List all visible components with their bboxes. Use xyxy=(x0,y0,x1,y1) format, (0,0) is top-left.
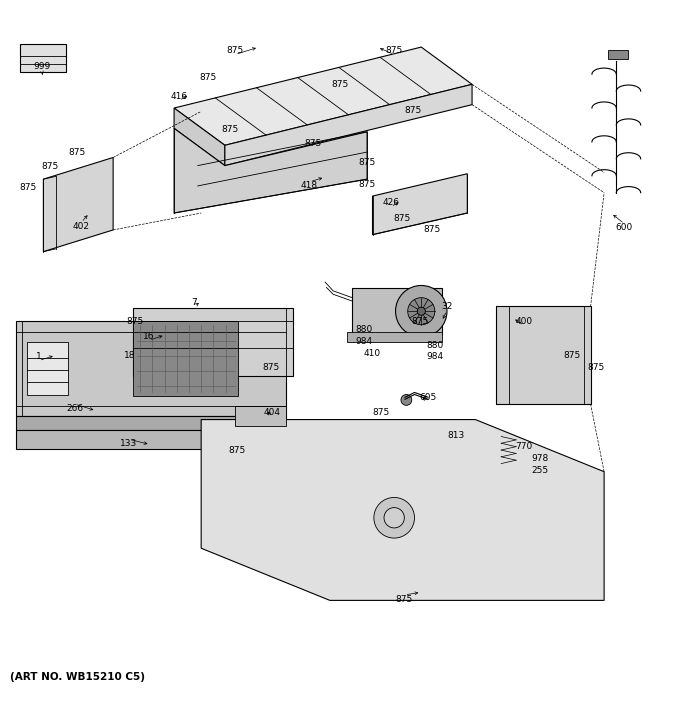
Text: 875: 875 xyxy=(20,182,37,192)
Text: 404: 404 xyxy=(264,408,281,417)
Text: 813: 813 xyxy=(448,431,465,439)
Text: 880: 880 xyxy=(426,340,443,350)
Polygon shape xyxy=(373,174,467,235)
Text: 7: 7 xyxy=(192,298,197,307)
Polygon shape xyxy=(496,306,590,404)
Circle shape xyxy=(396,285,447,337)
Polygon shape xyxy=(347,332,441,342)
Text: 402: 402 xyxy=(73,222,90,231)
Text: 875: 875 xyxy=(411,317,428,326)
Text: 16: 16 xyxy=(143,332,155,341)
Text: 410: 410 xyxy=(364,350,381,358)
Polygon shape xyxy=(174,128,367,213)
Text: 875: 875 xyxy=(372,408,389,417)
Text: 875: 875 xyxy=(69,148,86,156)
Text: (ART NO. WB15210 C5): (ART NO. WB15210 C5) xyxy=(10,672,145,682)
Text: 605: 605 xyxy=(420,392,437,402)
Text: 875: 875 xyxy=(394,214,411,223)
Text: 600: 600 xyxy=(616,224,633,232)
Text: 418: 418 xyxy=(301,182,318,190)
Text: 875: 875 xyxy=(563,350,580,360)
Text: 880: 880 xyxy=(355,325,373,334)
Text: 978: 978 xyxy=(531,454,548,463)
Polygon shape xyxy=(607,51,628,59)
Text: 875: 875 xyxy=(405,106,422,114)
Polygon shape xyxy=(133,321,239,396)
FancyBboxPatch shape xyxy=(20,43,67,72)
Polygon shape xyxy=(174,47,472,146)
Circle shape xyxy=(408,298,435,325)
Circle shape xyxy=(418,307,425,315)
Text: 999: 999 xyxy=(33,62,50,71)
Text: 984: 984 xyxy=(355,337,372,346)
Text: 133: 133 xyxy=(120,439,137,447)
Circle shape xyxy=(401,395,412,405)
Polygon shape xyxy=(352,287,441,335)
Text: 875: 875 xyxy=(358,180,376,189)
Polygon shape xyxy=(44,158,113,252)
Text: 875: 875 xyxy=(228,445,245,455)
Text: 18: 18 xyxy=(124,350,136,360)
Text: 255: 255 xyxy=(531,466,548,475)
Text: 266: 266 xyxy=(66,403,83,413)
Polygon shape xyxy=(235,406,286,426)
Circle shape xyxy=(384,508,405,528)
Text: 875: 875 xyxy=(386,46,403,55)
Text: 875: 875 xyxy=(262,363,279,372)
Text: 875: 875 xyxy=(226,46,243,55)
Text: 875: 875 xyxy=(331,80,349,89)
Text: 770: 770 xyxy=(515,442,533,451)
Text: 875: 875 xyxy=(222,125,239,134)
Text: 875: 875 xyxy=(41,161,58,171)
Polygon shape xyxy=(225,84,472,166)
Text: 875: 875 xyxy=(126,317,143,326)
Text: 426: 426 xyxy=(382,198,399,207)
Text: 1: 1 xyxy=(36,352,41,361)
Text: 416: 416 xyxy=(170,92,188,101)
Polygon shape xyxy=(201,420,604,600)
Polygon shape xyxy=(16,321,286,416)
Text: 875: 875 xyxy=(199,73,216,82)
Text: 875: 875 xyxy=(424,225,441,235)
Bar xyxy=(27,342,68,395)
Text: 400: 400 xyxy=(515,317,532,326)
Text: 984: 984 xyxy=(426,352,443,361)
Polygon shape xyxy=(16,416,286,430)
Text: 875: 875 xyxy=(358,158,376,167)
Text: 32: 32 xyxy=(441,302,453,311)
Text: 875: 875 xyxy=(304,140,322,148)
Polygon shape xyxy=(16,430,286,449)
Text: 875: 875 xyxy=(396,594,413,604)
Polygon shape xyxy=(174,108,225,166)
Circle shape xyxy=(374,497,415,538)
Text: 875: 875 xyxy=(588,363,605,372)
Polygon shape xyxy=(133,308,292,376)
